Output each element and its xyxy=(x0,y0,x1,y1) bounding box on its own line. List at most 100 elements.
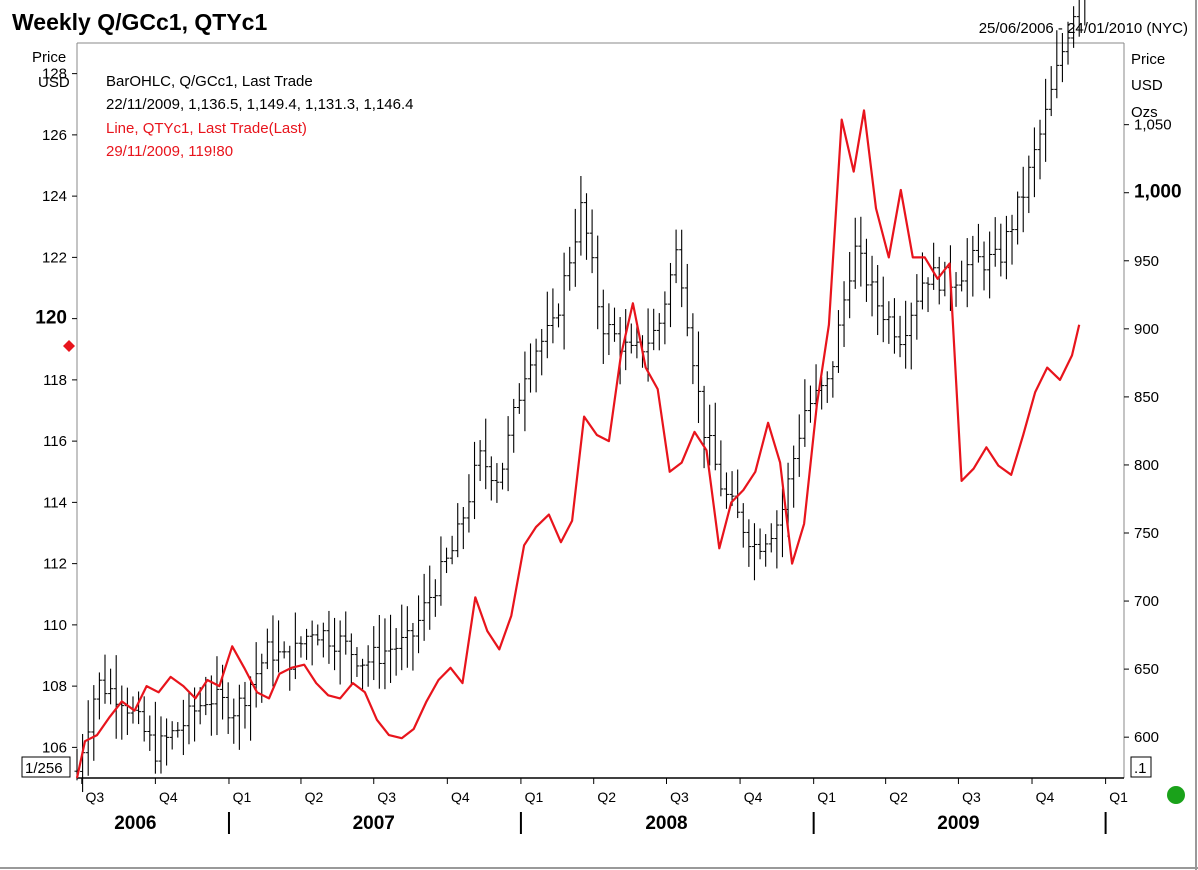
ohlc-bar xyxy=(584,193,590,260)
ohlc-bar xyxy=(673,229,679,284)
ohlc-bar xyxy=(740,503,746,548)
ohlc-bar xyxy=(304,628,310,660)
ohlc-bar xyxy=(600,289,606,364)
right-scale-box[interactable] xyxy=(1130,756,1152,778)
ohlc-bar xyxy=(1084,0,1086,26)
ohlc-bar xyxy=(651,308,657,351)
left-tick-label: 118 xyxy=(43,372,67,389)
ohlc-bar xyxy=(337,620,343,685)
ohlc-bar xyxy=(886,301,892,344)
ohlc-bar xyxy=(852,217,858,289)
left-tick-label: 116 xyxy=(43,433,67,450)
qtyc1-line xyxy=(75,109,1081,779)
right-tick-label: 750 xyxy=(1134,525,1159,542)
left-tick-label: 126 xyxy=(42,127,67,144)
ohlc-bar xyxy=(539,328,545,376)
ohlc-bar xyxy=(684,263,690,337)
ohlc-bar xyxy=(656,313,662,351)
ohlc-bar xyxy=(925,277,931,313)
ohlc-bar xyxy=(880,276,886,343)
ohlc-bar xyxy=(1026,155,1032,214)
ohlc-bar xyxy=(645,308,651,382)
ohlc-bar xyxy=(466,474,472,533)
x-quarter-label: Q4 xyxy=(159,789,178,805)
ohlc-bar xyxy=(774,510,780,569)
status-indicator-icon xyxy=(1167,786,1185,804)
ohlc-bar xyxy=(623,309,629,371)
ohlc-series-q-gcc1 xyxy=(74,0,1086,793)
ohlc-bar xyxy=(152,701,158,774)
ohlc-bar xyxy=(751,523,757,581)
ohlc-bar xyxy=(757,528,763,560)
ohlc-bar xyxy=(908,302,914,370)
x-quarter-label: Q2 xyxy=(889,789,908,805)
ohlc-bar xyxy=(763,534,769,567)
right-tick-label: 650 xyxy=(1134,661,1159,678)
ohlc-bar xyxy=(371,626,377,681)
ohlc-bar xyxy=(528,343,534,393)
ohlc-bar xyxy=(578,175,584,256)
ohlc-bar xyxy=(119,685,125,740)
ohlc-bar xyxy=(242,681,248,729)
ohlc-bar xyxy=(981,241,987,291)
ohlc-bar xyxy=(550,288,556,344)
ohlc-bar xyxy=(802,379,808,447)
x-quarter-label: Q3 xyxy=(962,789,981,805)
right-tick-label: 850 xyxy=(1134,389,1159,406)
x-quarter-label: Q2 xyxy=(597,789,616,805)
right-axis-ticks: 600 650 700 750 800 850 900 950 1,000 1,050 xyxy=(1124,117,1182,746)
ohlc-bar xyxy=(903,300,909,369)
ohlc-bar xyxy=(214,656,220,736)
ohlc-bar xyxy=(992,217,998,267)
ohlc-bar xyxy=(987,231,993,299)
left-scale-box[interactable] xyxy=(21,756,71,778)
ohlc-bar xyxy=(1059,33,1065,83)
ohlc-bar xyxy=(236,684,242,750)
ohlc-bar xyxy=(611,307,617,342)
right-tick-label: 700 xyxy=(1134,593,1159,610)
ohlc-bar xyxy=(1037,119,1043,180)
ohlc-bar xyxy=(438,536,444,606)
ohlc-bar xyxy=(141,696,147,742)
ohlc-bar xyxy=(315,624,321,646)
left-tick-label: 124 xyxy=(42,188,67,205)
ohlc-bar xyxy=(662,291,668,345)
ohlc-bar xyxy=(1031,127,1037,198)
x-quarter-label: Q1 xyxy=(233,789,252,805)
ohlc-bar xyxy=(875,265,881,336)
right-tick-label: 950 xyxy=(1134,253,1159,270)
legend-bar-values: 22/11/2009, 1,136.5, 1,149.4, 1,131.3, 1… xyxy=(106,96,414,113)
ohlc-bar xyxy=(158,716,164,774)
x-quarter-label: Q1 xyxy=(817,789,836,805)
ohlc-bar xyxy=(511,398,517,453)
ohlc-bar xyxy=(91,685,97,761)
ohlc-bar xyxy=(606,303,612,356)
right-axis-label-usd: USD xyxy=(1131,77,1163,94)
ohlc-bar xyxy=(595,235,601,330)
ohlc-bar xyxy=(919,252,925,310)
ohlc-bar xyxy=(712,402,718,471)
ohlc-bar xyxy=(707,404,713,466)
ohlc-bar xyxy=(477,440,483,482)
ohlc-bar xyxy=(102,654,108,704)
ohlc-bar xyxy=(169,721,175,750)
ohlc-bar xyxy=(404,606,410,668)
ohlc-bar xyxy=(180,699,186,756)
ohlc-bar xyxy=(455,503,461,558)
ohlc-bar xyxy=(85,700,91,776)
ohlc-bar xyxy=(505,416,511,492)
x-quarter-label: Q3 xyxy=(85,789,104,805)
ohlc-bar xyxy=(449,535,455,565)
x-quarter-label: Q3 xyxy=(377,789,396,805)
ohlc-bar xyxy=(964,238,970,308)
ohlc-bar xyxy=(175,722,181,738)
x-quarter-label: Q1 xyxy=(525,789,544,805)
ohlc-bar xyxy=(897,315,903,358)
x-quarter-label: Q4 xyxy=(451,789,470,805)
ohlc-bar xyxy=(231,698,237,744)
right-axis-label-ozs: Ozs xyxy=(1131,104,1158,121)
ohlc-bar xyxy=(96,672,102,720)
date-range: 25/06/2006 - 24/01/2010 (NYC) xyxy=(979,20,1188,37)
ohlc-bar xyxy=(936,256,942,305)
